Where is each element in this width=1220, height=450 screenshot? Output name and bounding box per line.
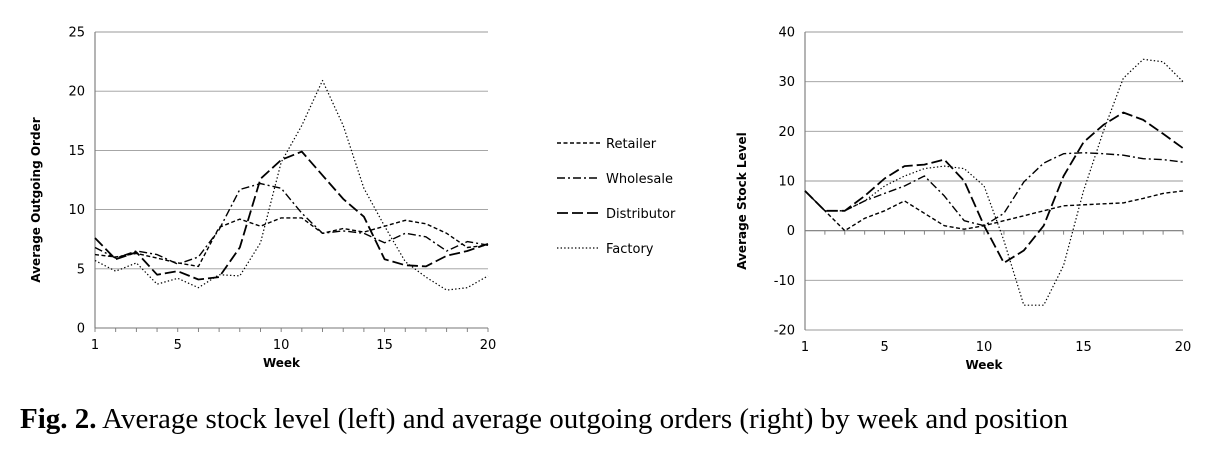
left-series-distributor [94, 150, 489, 281]
left-x-tick-label: 10 [273, 338, 290, 353]
right-x-tick-label: 5 [880, 340, 888, 355]
left-series-retailer [94, 217, 489, 268]
right-y-tick-label: 30 [778, 75, 795, 90]
legend-label-distributor: Distributor [606, 207, 676, 222]
right-y-tick-label: 0 [787, 224, 795, 239]
left-x-tick-label: 5 [174, 338, 182, 353]
right-y-tick-label: 10 [778, 175, 795, 190]
left-y-tick-label: 5 [77, 262, 85, 277]
left-x-tick-label: 20 [480, 338, 497, 353]
caption-label: Fig. 2. [20, 403, 97, 435]
right-y-axis-title: Average Stock Level [735, 132, 749, 270]
left-series-factory [94, 79, 489, 291]
right-x-tick-label: 1 [801, 340, 809, 355]
left-x-axis-title: Week [263, 356, 301, 370]
left-x-tick-label: 15 [376, 338, 393, 353]
legend-label-retailer: Retailer [606, 137, 657, 152]
caption-text: Average stock level (left) and average o… [96, 403, 1068, 435]
right-series-distributor [804, 111, 1184, 264]
left-y-tick-label: 15 [68, 144, 85, 159]
right-y-tick-label: 40 [778, 26, 795, 41]
left-y-tick-label: 0 [77, 322, 85, 337]
left-y-tick-label: 20 [68, 85, 85, 100]
legend: Retailer Wholesale Distributor Factory [557, 137, 676, 257]
right-series-retailer [804, 190, 1184, 232]
left-y-tick-label: 10 [68, 203, 85, 218]
right-x-tick-label: 15 [1075, 340, 1092, 355]
right-series-factory [804, 58, 1184, 306]
left-series-wholesale [94, 182, 489, 265]
right-x-axis-title: Week [965, 358, 1003, 372]
left-x-tick-label: 1 [91, 338, 99, 353]
legend-label-wholesale: Wholesale [606, 172, 673, 187]
figure-caption: Fig. 2. Average stock level (left) and a… [20, 403, 1210, 436]
right-x-tick-label: 20 [1175, 340, 1192, 355]
right-x-tick-label: 10 [976, 340, 993, 355]
left-y-tick-label: 25 [68, 26, 85, 41]
right-y-tick-label: -20 [774, 324, 795, 339]
right-y-tick-label: -10 [774, 274, 795, 289]
left-y-axis-title: Average Outgoing Order [29, 117, 43, 282]
legend-label-factory: Factory [606, 242, 654, 257]
right-series-wholesale [804, 151, 1184, 227]
right-y-tick-label: 20 [778, 125, 795, 140]
